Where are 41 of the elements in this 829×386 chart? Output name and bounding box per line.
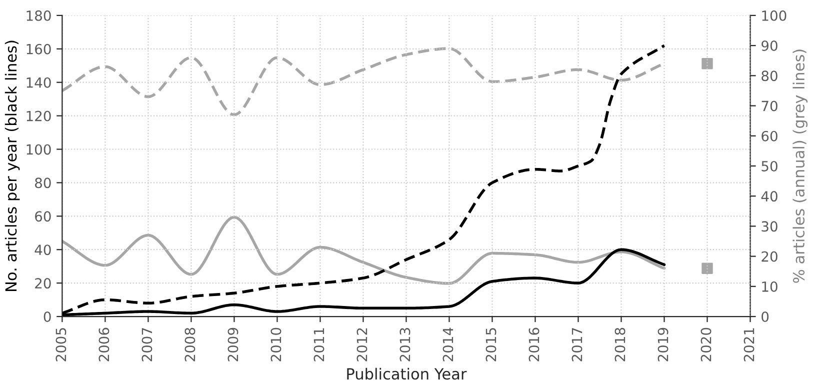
- y-axis-title: No. articles per year (black lines): [4, 40, 20, 291]
- x-tick-label: 2009: [228, 328, 238, 362]
- x-tick-label: 2013: [400, 328, 410, 362]
- y-tick-label: 180: [26, 10, 51, 21]
- y-tick-label: 0: [44, 311, 51, 322]
- x-tick-label: 2010: [270, 328, 282, 362]
- y-tick-label: 20: [35, 278, 51, 289]
- y2-tick-label: 70: [762, 100, 778, 112]
- y2-tick-label: 60: [762, 130, 778, 142]
- x-tick-label: 2012: [356, 328, 368, 362]
- y2-tick-label: 50: [762, 160, 778, 172]
- x-tick-label: 2019: [658, 328, 668, 362]
- y-tick-label: 120: [26, 110, 51, 122]
- x-tick-label: 2005: [56, 328, 66, 362]
- x-tick-label: 2006: [98, 328, 110, 362]
- x-tick-label: 2018: [614, 328, 626, 362]
- x-tick-label: 2016: [528, 328, 540, 362]
- y2-axis-title: % articles (annual) (grey lines): [792, 50, 808, 283]
- y2-tick-label: 80: [762, 70, 778, 82]
- x-tick-label: 2015: [486, 328, 496, 362]
- y2-tick-label: 20: [762, 251, 778, 262]
- y-tick-label: 160: [26, 44, 51, 54]
- y-tick-label: 100: [26, 144, 51, 155]
- x-tick-label: 2008: [184, 328, 196, 362]
- y-tick-label: 140: [26, 77, 51, 88]
- y2-tick-label: 0: [762, 311, 769, 322]
- y2-tick-label: 40: [761, 191, 778, 202]
- x-tick-label: 2020: [700, 328, 712, 362]
- y2-tick-label: 100: [762, 10, 786, 21]
- x-tick-label: 2014: [442, 328, 454, 362]
- y-tick-label: 40: [34, 244, 51, 256]
- y2-tick-label: 90: [762, 40, 778, 52]
- x-tick-label: 2011: [314, 328, 324, 362]
- y-tick-label: 60: [35, 211, 51, 222]
- y2-tick-label: 10: [762, 281, 778, 292]
- y-tick-label: 80: [35, 178, 51, 188]
- x-tick-label: 2007: [142, 328, 152, 362]
- y2-tick-label: 30: [762, 221, 778, 232]
- x-tick-label: 2017: [572, 328, 582, 362]
- x-axis-title: Publication Year: [347, 368, 467, 380]
- x-tick-label: 2021: [744, 328, 754, 362]
